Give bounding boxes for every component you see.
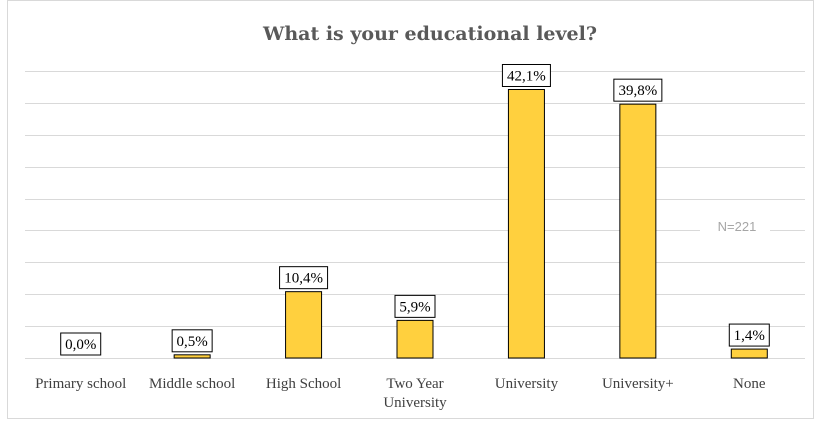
data-label-text: 39,8% <box>618 83 657 99</box>
data-label: 0,0% <box>60 332 102 356</box>
gridlines <box>25 71 805 359</box>
annotation-layer: N=221 <box>700 215 770 237</box>
data-label-box <box>171 329 213 353</box>
bar <box>507 88 545 359</box>
data-labels: 0,0% 0,5% 10,4% 5,9% 42,1% 39,8% 1,4% <box>60 63 770 356</box>
bar <box>619 103 657 359</box>
bar <box>285 291 323 359</box>
bar-chart: What is your educational level? 0,0% 0,5%… <box>25 23 805 411</box>
data-label-box <box>613 78 663 102</box>
category-label: Two Year <box>386 376 443 392</box>
data-label-text: 0,5% <box>177 334 208 350</box>
bar <box>730 348 768 359</box>
category-label: Primary school <box>35 376 126 392</box>
data-label-box <box>728 323 770 347</box>
category-label: High School <box>266 376 341 392</box>
data-label-box <box>394 294 436 318</box>
data-label: 5,9% <box>394 294 436 318</box>
category-label: University+ <box>602 376 674 392</box>
category-labels: Primary school Middle school High School Tw… <box>35 376 766 411</box>
data-label-text: 1,4% <box>734 328 765 344</box>
bars <box>173 88 768 359</box>
data-label-text: 0,0% <box>65 337 96 353</box>
data-label: 42,1% <box>501 63 551 87</box>
data-label-box <box>501 63 551 87</box>
data-label-box <box>60 332 102 356</box>
data-label: 1,4% <box>728 323 770 347</box>
chart-frame: What is your educational level? 0,0% 0,5%… <box>7 0 814 419</box>
bar <box>396 319 434 359</box>
data-label-text: 10,4% <box>284 271 323 287</box>
category-label: University <box>495 376 559 392</box>
category-label: University <box>383 395 447 411</box>
bar <box>173 354 211 359</box>
category-label: Middle school <box>149 376 235 392</box>
data-label: 10,4% <box>279 266 329 290</box>
data-label-text: 42,1% <box>507 68 546 84</box>
category-label: None <box>733 376 766 392</box>
data-label: 0,5% <box>171 329 213 353</box>
data-label: 39,8% <box>613 78 663 102</box>
sample-size-annotation: N=221 <box>718 219 757 234</box>
data-label-box <box>279 266 329 290</box>
data-label-text: 5,9% <box>399 299 430 315</box>
chart-title: What is your educational level? <box>262 23 597 45</box>
